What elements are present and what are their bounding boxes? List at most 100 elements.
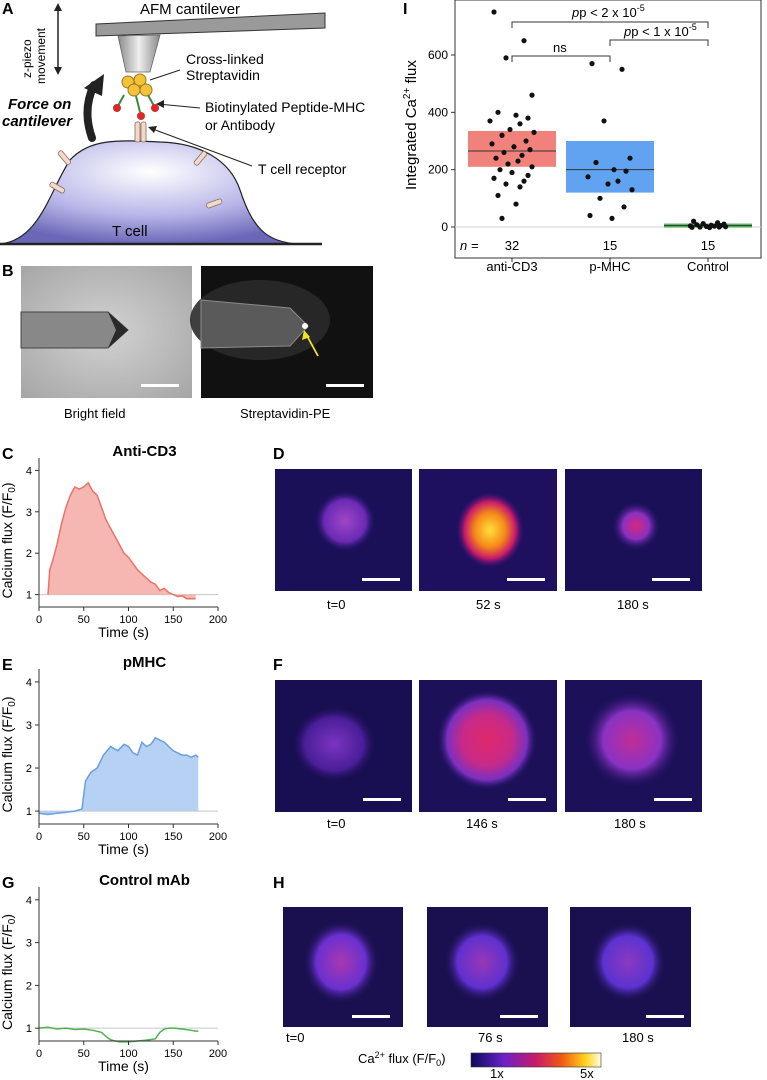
y-tick-label: 4 <box>26 677 32 689</box>
panel-letter-f: F <box>273 657 283 674</box>
comparison-label-3: pp < 1 x 10-5 <box>623 22 697 39</box>
data-point <box>513 201 519 207</box>
colorbar-label: Ca2+ flux (F/F0) <box>358 1050 446 1068</box>
data-point <box>615 178 621 184</box>
zpiezo-label-2: movement <box>34 27 48 84</box>
afm-cantilever-beam <box>95 12 326 37</box>
data-point <box>501 149 507 156</box>
data-point <box>597 195 603 201</box>
pmhc-label-2: or Antibody <box>205 117 275 133</box>
panel-g-trace: 1 2 3 4 0 50 100 150 200 Time (s) Calcium flux (F/… <box>0 872 227 1074</box>
data-point <box>629 187 635 193</box>
data-point <box>593 159 599 166</box>
streptavidin-label-1: Cross-linked <box>186 51 264 67</box>
d-time-3: 180 s <box>617 597 649 612</box>
data-point <box>497 167 503 173</box>
panel-d-images: t=0 52 s 180 s <box>275 469 702 612</box>
data-point <box>499 215 505 221</box>
d-time-1: t=0 <box>327 597 345 612</box>
data-point <box>493 155 499 161</box>
data-point <box>495 109 501 115</box>
streptavidin-label-2: Streptavidin <box>186 67 260 83</box>
y-tick-label: 3 <box>26 938 32 950</box>
f-scalebar-3 <box>654 798 692 801</box>
data-point <box>689 224 695 230</box>
x-axis-label: Time (s) <box>98 841 149 857</box>
count-label: 15 <box>603 238 617 253</box>
panel-f-images: t=0 146 s 180 s <box>275 680 702 831</box>
d-cell-180s <box>612 502 660 550</box>
x-tick-label: 50 <box>78 831 90 843</box>
colorbar-gradient <box>470 1052 602 1068</box>
y-tick-label: 1 <box>26 1023 32 1035</box>
panel-a-schematic: A AFM cantilever z-piezo movement Force … <box>0 1 365 246</box>
data-point <box>531 129 537 135</box>
trace-area-fill <box>47 482 196 599</box>
data-point <box>491 175 497 181</box>
tcr-label: T cell receptor <box>258 161 347 177</box>
boxplot-points <box>487 9 729 231</box>
x-tick-label: 150 <box>164 831 182 843</box>
category-label: p-MHC <box>589 259 630 274</box>
force-label-2: cantilever <box>2 113 73 130</box>
data-point <box>609 215 615 221</box>
colorbar-max: 5x <box>580 1066 594 1080</box>
y-tick-label: 4 <box>26 465 32 477</box>
fl-cantilever <box>200 299 309 349</box>
data-point <box>601 118 607 124</box>
h-cell-t0 <box>303 920 379 1004</box>
x-tick-label: 150 <box>164 614 182 626</box>
x-tick-label: 100 <box>119 831 137 843</box>
data-point <box>491 9 497 15</box>
x-tick-label: 200 <box>209 1048 227 1060</box>
f-scalebar-2 <box>508 798 546 801</box>
y-tick-label: 2 <box>26 980 32 992</box>
comparison-bracket-1 <box>511 21 709 28</box>
y-tick-label: 1 <box>26 590 32 602</box>
boxplot-yticks: 0 200 400 600 <box>428 48 761 234</box>
y-axis-label: Calcium flux (F/F0) <box>0 696 18 812</box>
data-point <box>527 147 533 153</box>
data-point <box>623 168 629 174</box>
trace-area-fill <box>39 737 199 815</box>
f-time-3: 180 s <box>614 816 646 831</box>
data-point <box>525 115 531 121</box>
trace-line <box>47 481 196 600</box>
panel-i-boxplot: I Integrated Ca2+ flux 0 200 400 600 anti-C… <box>402 0 762 274</box>
y-axis-label: Calcium flux (F/F0) <box>0 914 18 1030</box>
bright-field-caption: Bright field <box>64 406 125 421</box>
fl-arrow-head <box>302 330 310 340</box>
y-tick-label: 4 <box>26 895 32 907</box>
data-point <box>503 181 509 187</box>
y-tick-label: 1 <box>26 806 32 818</box>
y-tick-label: 600 <box>428 48 448 62</box>
data-point <box>723 224 729 230</box>
t-cell-body <box>0 140 301 245</box>
d-scalebar-2 <box>507 578 545 581</box>
count-label: 32 <box>505 238 519 253</box>
f-scalebar-1 <box>363 798 401 801</box>
data-point <box>515 158 521 164</box>
x-tick-label: 200 <box>209 614 227 626</box>
data-point <box>621 204 627 210</box>
h-scalebar-1 <box>352 1015 390 1018</box>
data-point <box>503 55 509 61</box>
fluorescence-caption: Streptavidin-PE <box>240 406 331 421</box>
panel-h-images: t=0 76 s 180 s <box>283 907 691 1045</box>
category-label: anti-CD3 <box>486 259 537 274</box>
count-label: 15 <box>701 238 715 253</box>
data-point <box>507 126 513 133</box>
f-time-1: t=0 <box>327 816 345 831</box>
streptavidin-cluster <box>113 73 159 120</box>
trace-title: Anti-CD3 <box>112 443 176 460</box>
t-cell-label: T cell <box>112 223 148 240</box>
trace-title: Control mAb <box>99 872 190 889</box>
colorbar: Ca2+ flux (F/F0) 1x 5x <box>358 1050 602 1080</box>
data-point <box>589 61 595 67</box>
panel-c-trace: 1 2 3 4 0 50 100 150 200 Time (s) Calcium flux (F/… <box>0 443 227 640</box>
h-cell-180s <box>590 922 666 1002</box>
pmhc-leader <box>157 103 201 109</box>
d-scalebar-3 <box>652 578 690 581</box>
trace-line <box>38 1026 199 1043</box>
